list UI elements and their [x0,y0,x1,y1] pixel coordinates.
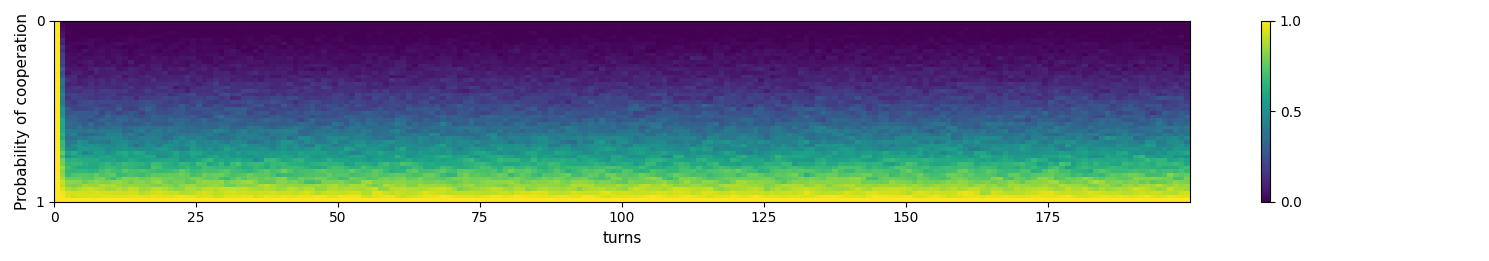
X-axis label: turns: turns [603,231,642,246]
Y-axis label: Probability of cooperation: Probability of cooperation [15,13,30,210]
